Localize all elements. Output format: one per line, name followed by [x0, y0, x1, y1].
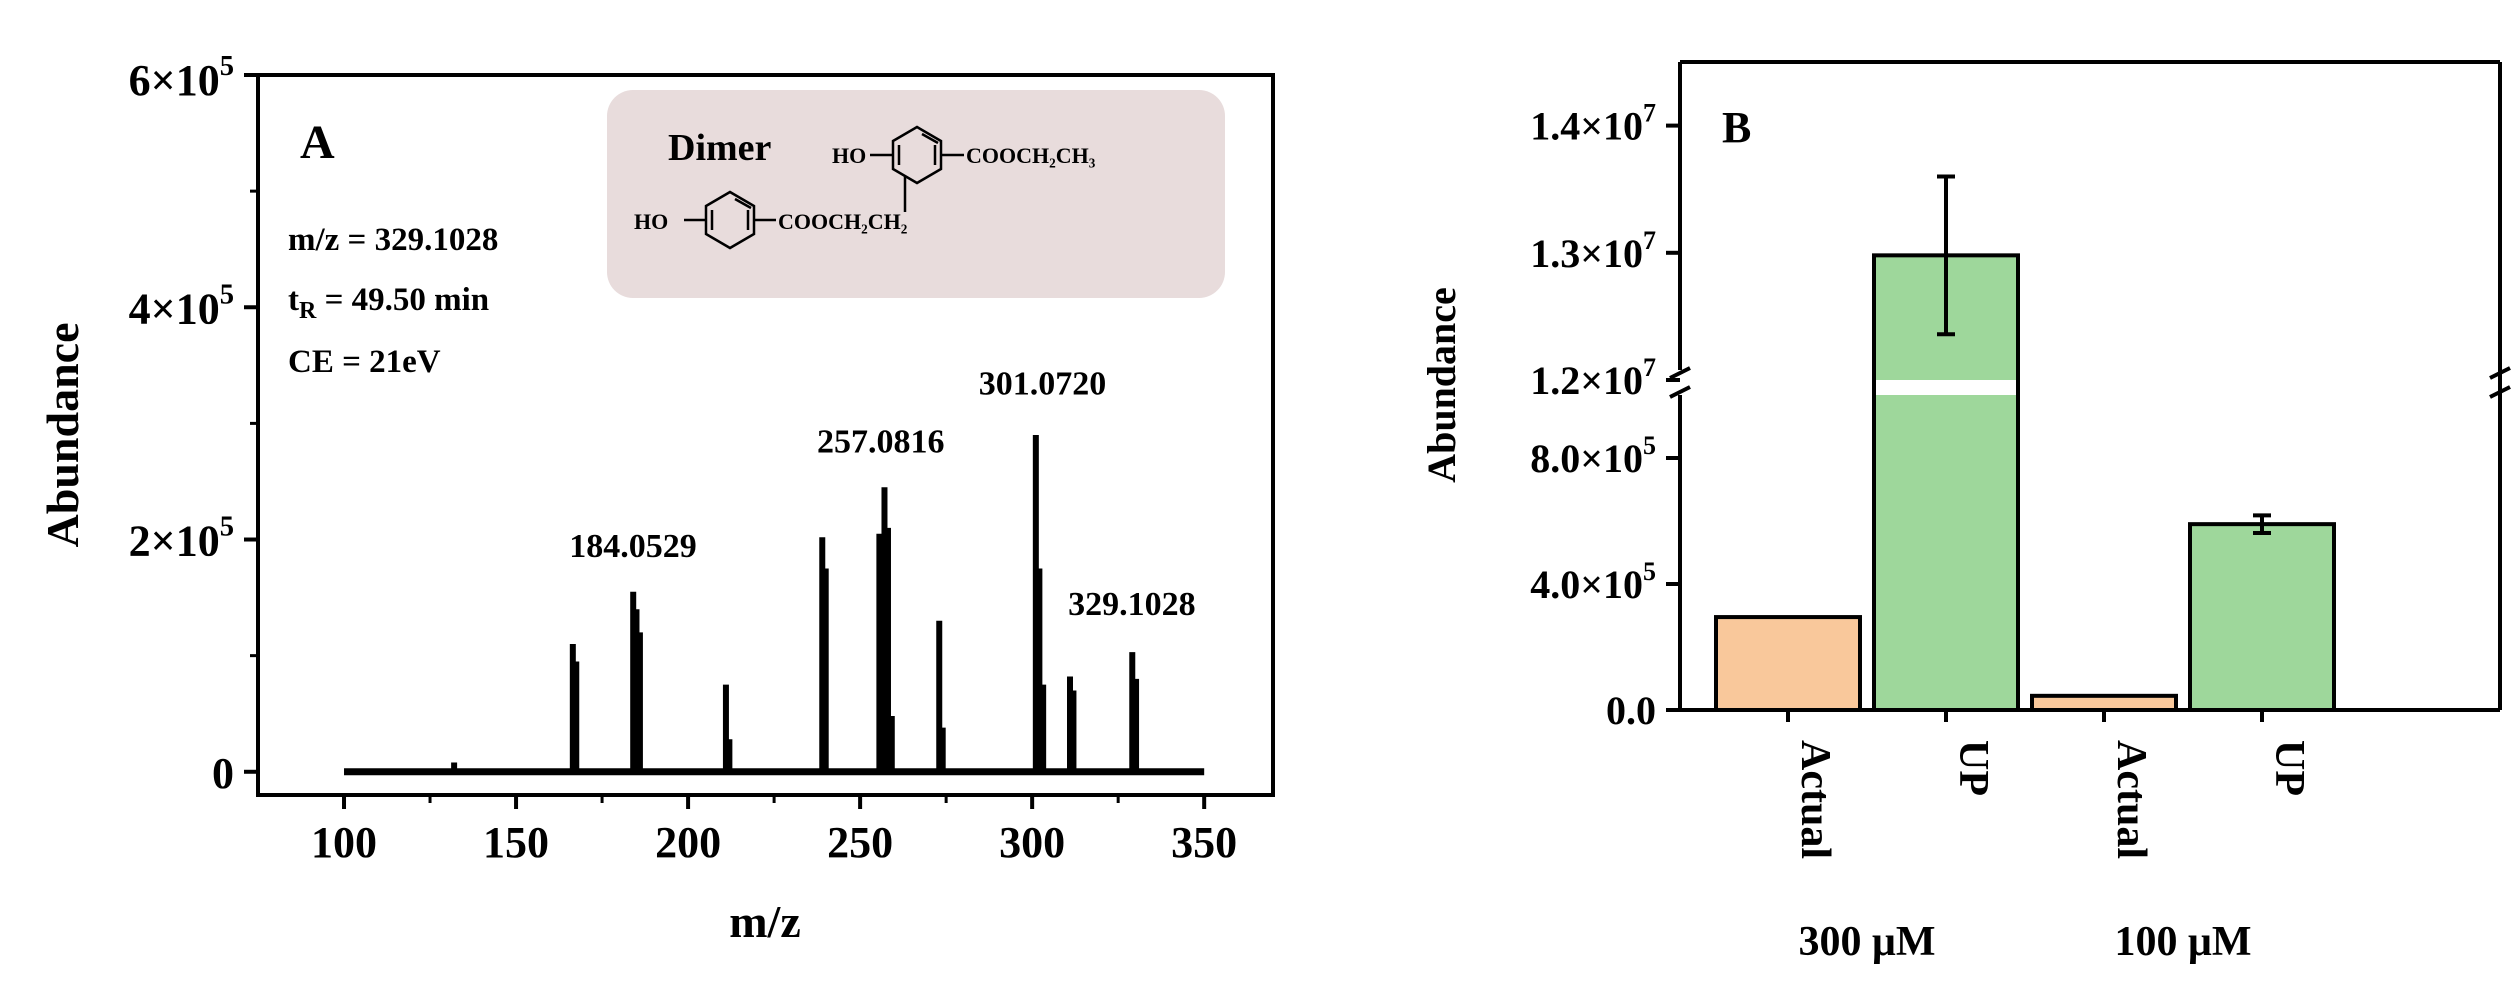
x-tick-label: 100: [311, 818, 377, 867]
inset-box: [607, 90, 1225, 298]
inset-title: Dimer: [668, 127, 772, 169]
panel-b-bar-chart: 0.0 4.0×105 8.0×105 1.2×107 1.3×107 1.4×107 A…: [1419, 60, 2511, 965]
info-line-mz: m/z = 329.1028: [288, 222, 498, 258]
group-left: HO: [634, 209, 668, 234]
peak-annotation: 257.0816: [817, 423, 945, 460]
panel-a-label: A: [300, 116, 335, 169]
y-tick-label: 0: [212, 749, 234, 798]
benzene-ring-left-icon: [684, 190, 776, 250]
x-axis-ticks: 100 150 200 250 300 350: [311, 795, 1237, 867]
info-line-collision-energy: CE = 21eV: [288, 344, 441, 380]
y-tick-label: 4.0×105: [1530, 557, 1656, 607]
group-ester-1: COOCH₂CH₂: [778, 209, 908, 234]
y-axis-label: Abundance: [1419, 287, 1464, 483]
y-axis-label: Abundance: [37, 323, 88, 548]
x-tick-label: 250: [827, 818, 893, 867]
group-label-300: 300 μM: [1799, 919, 1936, 965]
x-tick-label: 300: [999, 818, 1065, 867]
y-tick-label: 0.0: [1606, 688, 1656, 733]
y-tick-label: 2×105: [129, 512, 234, 566]
panel-a-plot-frame: [256, 73, 1275, 797]
x-category-label: UP: [2266, 740, 2312, 796]
x-category-labels: Actual UP Actual UP: [1786, 710, 2312, 859]
y-tick-label: 1.3×107: [1530, 226, 1656, 276]
x-axis-label: m/z: [729, 896, 801, 947]
bar-group: [1714, 174, 2336, 713]
x-category-label: UP: [1950, 740, 1996, 796]
peak-annotation: 184.0529: [569, 528, 697, 565]
x-tick-label: 200: [655, 818, 721, 867]
dimer-structure-inset: Dimer HO COOCH₂CH₂ HO COOCH₂CH₃: [607, 90, 1225, 298]
axis-break-marks-icon: [1669, 366, 2511, 399]
y-tick-label: 1.2×107: [1530, 353, 1656, 403]
y-tick-label: 8.0×105: [1530, 431, 1656, 481]
y-axis-ticks: 0.0 4.0×105 8.0×105 1.2×107 1.3×107 1.4×107: [1530, 99, 1680, 733]
x-tick-label: 350: [1171, 818, 1237, 867]
x-tick-label: 150: [483, 818, 549, 867]
group-ester-2: COOCH₂CH₃: [966, 143, 1096, 168]
y-tick-label: 1.4×107: [1530, 99, 1656, 149]
info-line-retention-time: tR = 49.50 min: [288, 282, 489, 324]
x-category-label: Actual: [1792, 740, 1838, 859]
y-tick-label: 6×105: [129, 51, 234, 105]
benzene-ring-right-icon: [870, 125, 964, 212]
peak-group: [451, 435, 1140, 772]
y-tick-label: 4×105: [129, 279, 234, 333]
y-axis-ticks: 0 2×105 4×105 6×105: [129, 51, 258, 798]
panel-b-plot-frame: [1678, 60, 2502, 712]
bar: [2188, 522, 2336, 713]
peak-annotations: 184.0529 257.0816 301.0720 329.1028: [569, 365, 1195, 623]
panel-a-mass-spectrum: 100 150 200 250 300 350 0 2×105 4×105 6×105 m/z …: [37, 51, 1275, 947]
group-label-100: 100 μM: [2115, 919, 2252, 965]
bar: [1714, 615, 1862, 713]
peak-annotation: 301.0720: [979, 365, 1107, 402]
bar-break-gap: [1876, 380, 2016, 395]
bar: [2030, 693, 2178, 713]
panel-b-label: B: [1722, 103, 1751, 152]
group-right-top: HO: [832, 143, 866, 168]
x-category-label: Actual: [2108, 740, 2154, 859]
peak-annotation: 329.1028: [1068, 586, 1196, 623]
